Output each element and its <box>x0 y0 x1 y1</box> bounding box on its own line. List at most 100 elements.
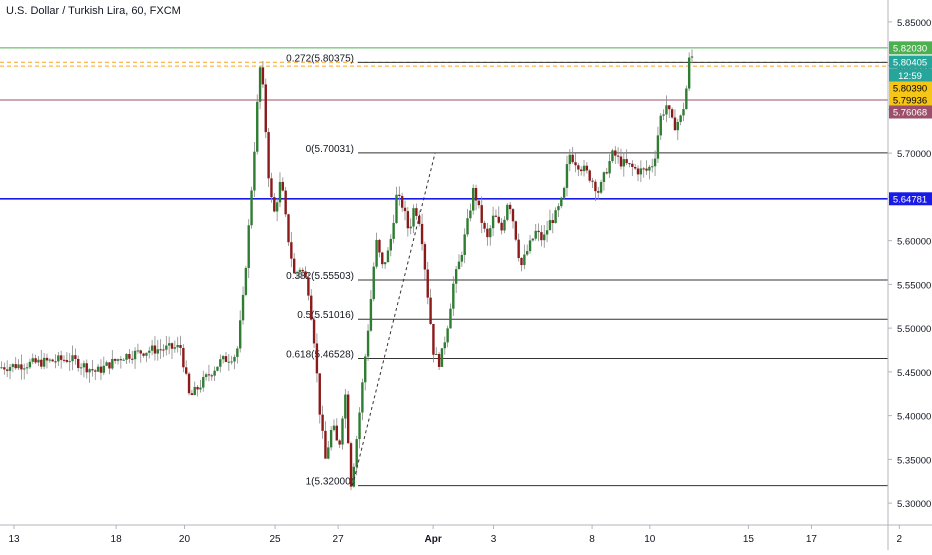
candle-body <box>244 267 248 295</box>
candle-body <box>48 359 52 361</box>
candle-body <box>582 165 586 172</box>
candle-body <box>531 238 535 241</box>
candle-body <box>65 359 69 362</box>
price-tick-label: 5.70000 <box>897 149 931 160</box>
candle-body <box>432 323 435 355</box>
candle-body <box>116 359 120 361</box>
candle-body <box>327 447 330 459</box>
candle-body <box>54 361 57 363</box>
candle-body <box>381 252 384 265</box>
candle-body <box>423 244 427 270</box>
candle-body <box>51 359 54 362</box>
candle-body <box>74 355 77 359</box>
candle-body <box>665 105 668 115</box>
candle-body <box>99 366 103 373</box>
candle-body <box>480 205 483 223</box>
candle-body <box>108 362 111 369</box>
candle-body <box>574 162 577 166</box>
candle-body <box>91 369 94 371</box>
time-tick-label: 10 <box>644 534 656 545</box>
candle-body <box>676 121 680 131</box>
candle-body <box>88 369 91 373</box>
candle-body <box>636 168 640 175</box>
candle-body <box>418 215 421 224</box>
candle-body <box>111 358 114 369</box>
candle-body <box>40 359 43 367</box>
candle-body <box>631 163 634 167</box>
price-tag <box>889 55 932 69</box>
candle-body <box>37 359 40 363</box>
candle-body <box>207 374 211 376</box>
candle-body <box>369 299 373 331</box>
candle-body <box>443 342 446 349</box>
candle-body <box>679 115 682 122</box>
candle-body <box>261 67 265 85</box>
candle-body <box>602 172 606 183</box>
price-tags: 5.82030 5.80405 12:59 5.803905.799365.76068… <box>889 41 932 206</box>
candle-body <box>162 349 165 351</box>
candle-body <box>358 412 361 440</box>
candle-body <box>372 266 375 300</box>
candle-body <box>20 364 23 370</box>
candle-body <box>216 366 219 371</box>
candle-body <box>486 228 489 238</box>
candle-body <box>619 156 623 167</box>
candle-body <box>472 188 475 211</box>
candle-body <box>477 200 481 206</box>
candle-body <box>310 295 313 320</box>
fibonacci-retracement: 0.272(5.80375) 0(5.70031) 0.382(5.55503) 0.… <box>286 53 888 488</box>
candle-body <box>400 195 404 208</box>
price-tag <box>889 68 932 82</box>
fib-level-label: 0.5(5.51016) <box>297 310 354 321</box>
candle-body <box>403 207 407 212</box>
candle-body <box>85 363 88 373</box>
candle-body <box>193 386 196 395</box>
fib-level-label: 0(5.70031) <box>306 144 354 155</box>
time-tick-label: 20 <box>179 534 191 545</box>
candle-body <box>213 370 216 376</box>
candle-body <box>145 352 148 356</box>
candle-body <box>119 359 123 361</box>
candle-body <box>520 258 523 266</box>
price-tag-label: 5.79936 <box>893 96 927 107</box>
price-tag-label: 5.76068 <box>893 108 927 119</box>
candle-body <box>608 161 611 174</box>
candle-body <box>122 359 125 361</box>
candle-body <box>270 178 273 198</box>
fib-level-label: 0.382(5.55503) <box>286 271 354 282</box>
candle-body <box>42 357 46 367</box>
candle-body <box>594 181 597 192</box>
chart-title: U.S. Dollar / Turkish Lira, 60, FXCM <box>6 5 181 17</box>
candle-body <box>224 356 228 362</box>
candle-body <box>68 361 71 363</box>
candle-body <box>639 168 643 175</box>
candle-body <box>196 386 199 390</box>
candle-body <box>642 168 645 170</box>
price-tick-label: 5.60000 <box>897 237 931 248</box>
candle-body <box>247 225 250 268</box>
time-tick-label: 25 <box>270 534 282 545</box>
candle-body <box>315 343 319 374</box>
candle-body <box>238 320 242 349</box>
candle-body <box>329 430 333 448</box>
candle-body <box>540 232 543 241</box>
candle-body <box>483 222 486 229</box>
price-tag <box>889 192 932 206</box>
candle-body <box>142 353 145 356</box>
candle-body <box>554 210 557 223</box>
candle-body <box>420 223 424 245</box>
candle-body <box>275 202 279 212</box>
candle-body <box>687 57 691 89</box>
price-tag-label: 5.64781 <box>893 194 927 205</box>
candle-body <box>45 357 49 361</box>
candle-body <box>508 204 512 210</box>
price-tick-label: 5.55000 <box>897 280 931 291</box>
candle-body <box>614 150 617 156</box>
candle-body <box>34 358 37 363</box>
candle-body <box>568 154 572 165</box>
candle-body <box>457 261 461 270</box>
candle-body <box>25 367 29 369</box>
candle-body <box>628 163 631 165</box>
candle-body <box>579 169 583 172</box>
